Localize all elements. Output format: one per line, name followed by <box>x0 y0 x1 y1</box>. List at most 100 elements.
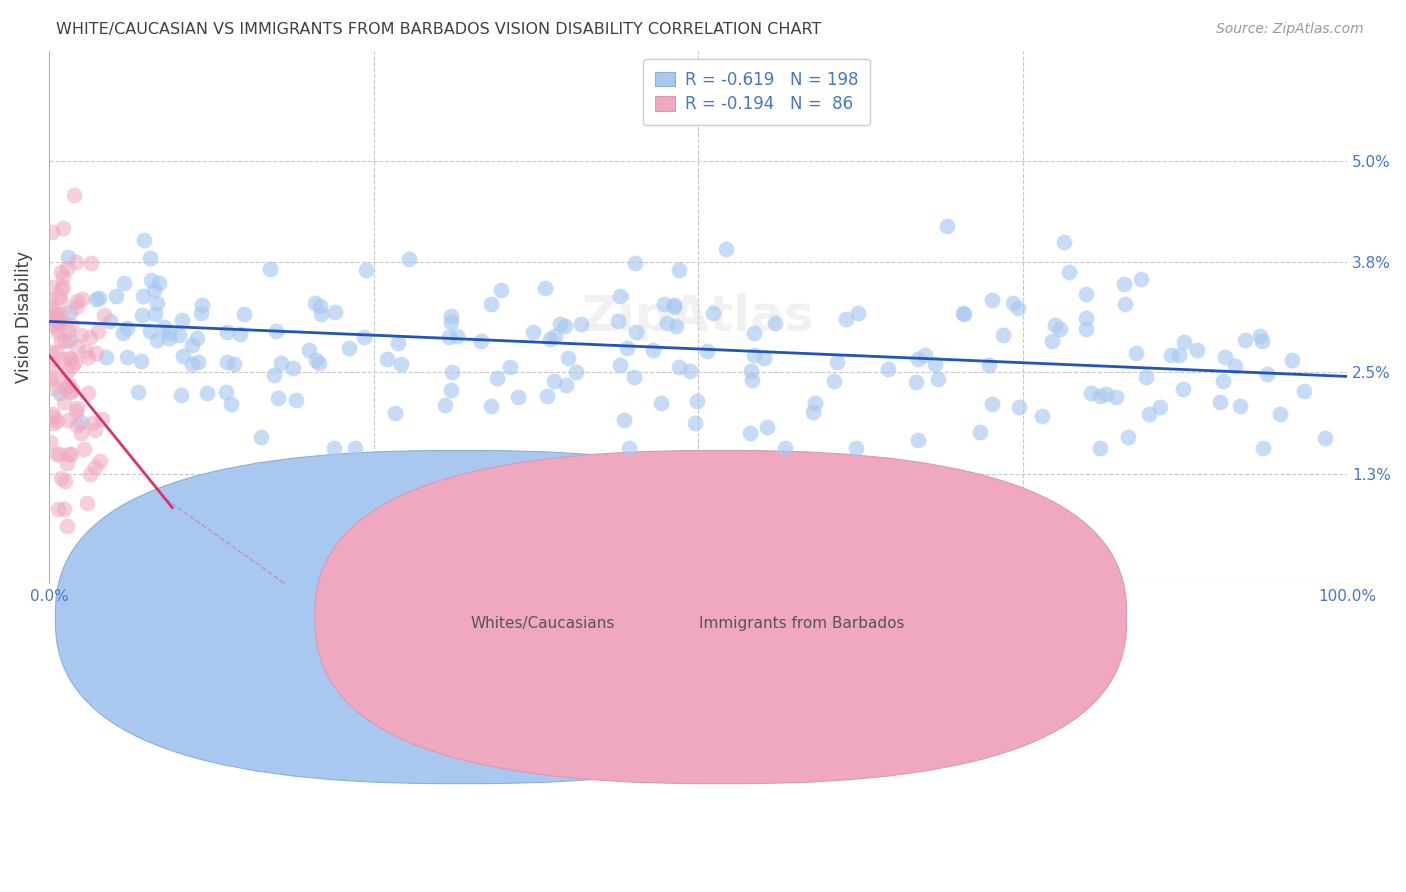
Point <box>63 354 86 368</box>
Point <box>187 355 209 369</box>
Point <box>564 365 586 379</box>
Point <box>845 442 868 456</box>
Point <box>1268 407 1291 421</box>
Point <box>716 242 738 256</box>
Point <box>773 442 796 456</box>
Point <box>683 416 706 430</box>
Point <box>152 319 174 334</box>
Point <box>1135 370 1157 384</box>
Point <box>665 318 688 333</box>
Point <box>157 326 180 340</box>
Point <box>56 456 79 470</box>
Point <box>1105 390 1128 404</box>
Point <box>298 343 321 357</box>
Point <box>1213 350 1236 364</box>
Point <box>228 327 250 342</box>
Point <box>624 256 647 270</box>
Point <box>170 388 193 402</box>
Point <box>1281 353 1303 368</box>
Point <box>129 353 152 368</box>
Point <box>56 413 79 427</box>
Point <box>440 315 463 329</box>
Point <box>437 329 460 343</box>
Point <box>441 365 464 379</box>
Point <box>55 379 77 393</box>
Point <box>112 276 135 290</box>
Point <box>309 300 332 314</box>
Point <box>353 330 375 344</box>
Point <box>86 345 108 359</box>
Point <box>49 308 72 322</box>
Point <box>63 188 86 202</box>
Point <box>167 328 190 343</box>
Point <box>53 334 76 349</box>
Point <box>1114 297 1136 311</box>
Point <box>650 396 672 410</box>
Point <box>49 294 72 309</box>
Point <box>1233 334 1256 348</box>
Point <box>215 325 238 339</box>
Point <box>755 419 778 434</box>
Point <box>1185 343 1208 357</box>
Legend: R = -0.619   N = 198, R = -0.194   N =  86: R = -0.619 N = 198, R = -0.194 N = 86 <box>643 59 870 125</box>
Point <box>536 389 558 403</box>
Point <box>115 350 138 364</box>
Point <box>66 293 89 308</box>
Point <box>434 398 457 412</box>
Point <box>969 425 991 439</box>
Point <box>1045 318 1067 332</box>
Point <box>1095 387 1118 401</box>
Text: Whites/Caucasians: Whites/Caucasians <box>470 615 614 631</box>
Point <box>609 289 631 303</box>
Point <box>763 316 786 330</box>
Point <box>554 318 576 333</box>
Point <box>696 343 718 358</box>
Point <box>1057 265 1080 279</box>
Point <box>446 329 468 343</box>
Point <box>143 283 166 297</box>
Point <box>662 298 685 312</box>
Point <box>655 316 678 330</box>
Point <box>132 289 155 303</box>
Point <box>641 343 664 358</box>
Point <box>66 417 89 432</box>
Point <box>907 351 929 366</box>
Point <box>215 384 238 399</box>
Point <box>42 311 65 326</box>
Point <box>77 386 100 401</box>
Point <box>533 281 555 295</box>
Point <box>1114 277 1136 291</box>
Point <box>90 412 112 426</box>
Point <box>1171 382 1194 396</box>
Point <box>143 307 166 321</box>
Point <box>52 221 75 235</box>
Point <box>233 307 256 321</box>
Point <box>52 502 75 516</box>
Text: Source: ZipAtlas.com: Source: ZipAtlas.com <box>1216 22 1364 37</box>
Point <box>72 292 94 306</box>
Point <box>384 405 406 419</box>
Point <box>52 269 75 284</box>
Point <box>1249 329 1271 343</box>
Point <box>554 377 576 392</box>
Point <box>195 385 218 400</box>
Point <box>1167 348 1189 362</box>
Point <box>44 381 66 395</box>
Point <box>132 233 155 247</box>
Point <box>354 263 377 277</box>
Point <box>823 374 845 388</box>
Point <box>73 442 96 456</box>
Point <box>1129 272 1152 286</box>
Point <box>654 297 676 311</box>
Point <box>752 351 775 365</box>
Point <box>522 325 544 339</box>
Point <box>1076 310 1098 325</box>
Point <box>1002 295 1025 310</box>
Point <box>53 381 76 395</box>
Point <box>952 306 974 320</box>
Point <box>835 311 858 326</box>
Point <box>619 442 641 456</box>
Point <box>58 333 80 347</box>
Point <box>45 321 67 335</box>
Point <box>1080 386 1102 401</box>
